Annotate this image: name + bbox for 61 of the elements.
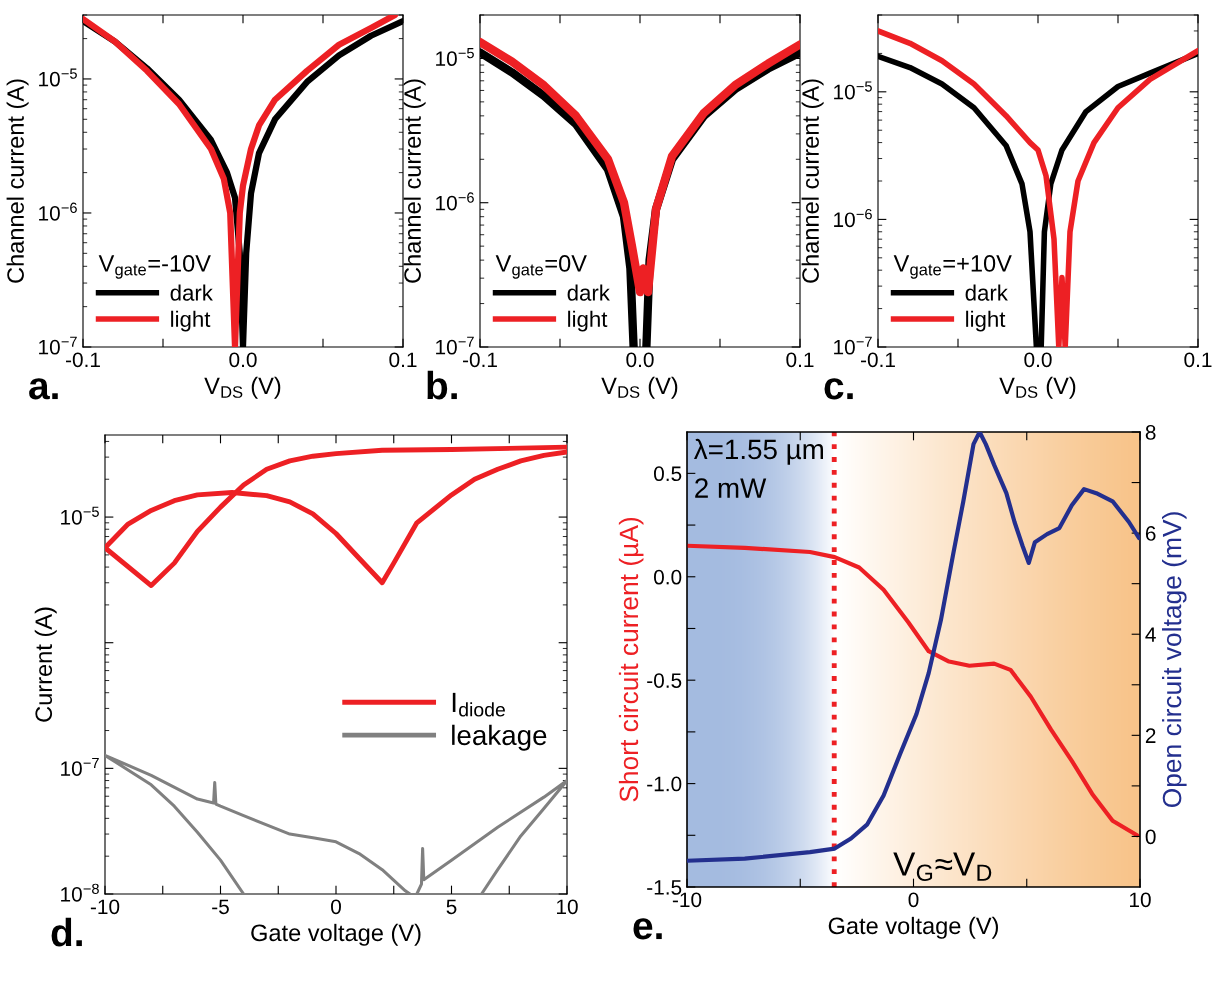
legend-title: V$_{gate}$=+10V [893,255,1012,279]
ref-line-label: V$_{G}$≈V$_{D}$ [893,852,992,881]
legend-title: V$_{gate}$=0V [495,255,587,279]
x-tick-label: 0.0 [626,352,654,368]
y-tick-label: 10$^{−6}$ [39,202,77,221]
x-axis-title: V$_{DS}$ (V) [999,376,1076,399]
y2-tick-label: 2 [1145,728,1156,743]
x-tick-label: 10 [557,899,578,915]
y-tick-label: 10$^{−5}$ [436,48,474,67]
legend-label: I$_{diode}$ [452,692,505,717]
y-tick-label: 0.5 [653,466,682,482]
y-tick-label: 10$^{−5}$ [834,81,872,100]
y-axis-title: Current (A) [34,607,57,722]
y-tick-label: 10$^{−5}$ [61,506,99,525]
text: a. [29,378,58,400]
y2-tick-label: 0 [1145,829,1156,845]
y-tick-label: 10$^{−7}$ [61,757,99,776]
y-tick-label: 10$^{−5}$ [39,68,77,87]
legend-label: leakage [452,724,547,751]
text: d. [51,917,82,947]
x-tick-label: 0 [331,899,341,915]
legend-label: light [568,310,608,332]
x-tick-label: 0.0 [229,352,257,368]
x-tick-label: -10 [90,899,120,915]
x-tick-label: 10 [1130,892,1151,908]
y2-axis-title: Open circuit voltage (mV) [1162,512,1187,808]
y-tick-label: 10$^{−6}$ [834,209,872,228]
y-tick-label: 10$^{−6}$ [436,192,474,211]
x-tick-label: 5 [446,899,457,915]
y-axis-title: Short circuit current (µA) [618,517,644,802]
x-axis-title: V$_{DS}$ (V) [601,376,678,399]
y-tick-label: -0.5 [647,673,682,688]
y2-tick-label: 8 [1145,425,1156,440]
y2-tick-label: 6 [1145,526,1156,541]
x-tick-label: 0.1 [1184,352,1212,368]
text: c. [824,378,853,400]
x-axis-title: Gate voltage (V) [251,923,421,946]
x-tick-label: 0.1 [786,352,814,368]
y-tick-label: -1.0 [647,776,682,792]
x-tick-label: 0 [908,892,919,908]
text: b. [427,370,457,400]
legend-label: dark [567,284,610,301]
x-axis-title: Gate voltage (V) [828,916,998,939]
y-tick-label: 10$^{−8}$ [61,883,99,902]
x-tick-label: -5 [212,899,229,915]
y-axis-title: Channel current (A) [403,79,426,283]
y-axis-title: Channel current (A) [6,79,29,283]
legend-label: dark [170,284,213,301]
legend-title: V$_{gate}$=-10V [98,255,211,279]
x-tick-label: 0.0 [1024,352,1052,368]
annotation: 2 mW [695,478,767,498]
text: e. [633,918,662,940]
y-axis-title: Channel current (A) [801,79,824,283]
legend-label: light [966,310,1006,332]
x-tick-label: 0.1 [389,352,417,368]
x-axis-title: V$_{DS}$ (V) [204,376,281,399]
legend-label: light [171,310,211,332]
y-tick-label: 0.0 [653,569,682,585]
legend-label: dark [965,284,1008,301]
annotation: λ=1.55 µm [693,438,823,465]
y2-tick-label: 4 [1145,627,1156,642]
